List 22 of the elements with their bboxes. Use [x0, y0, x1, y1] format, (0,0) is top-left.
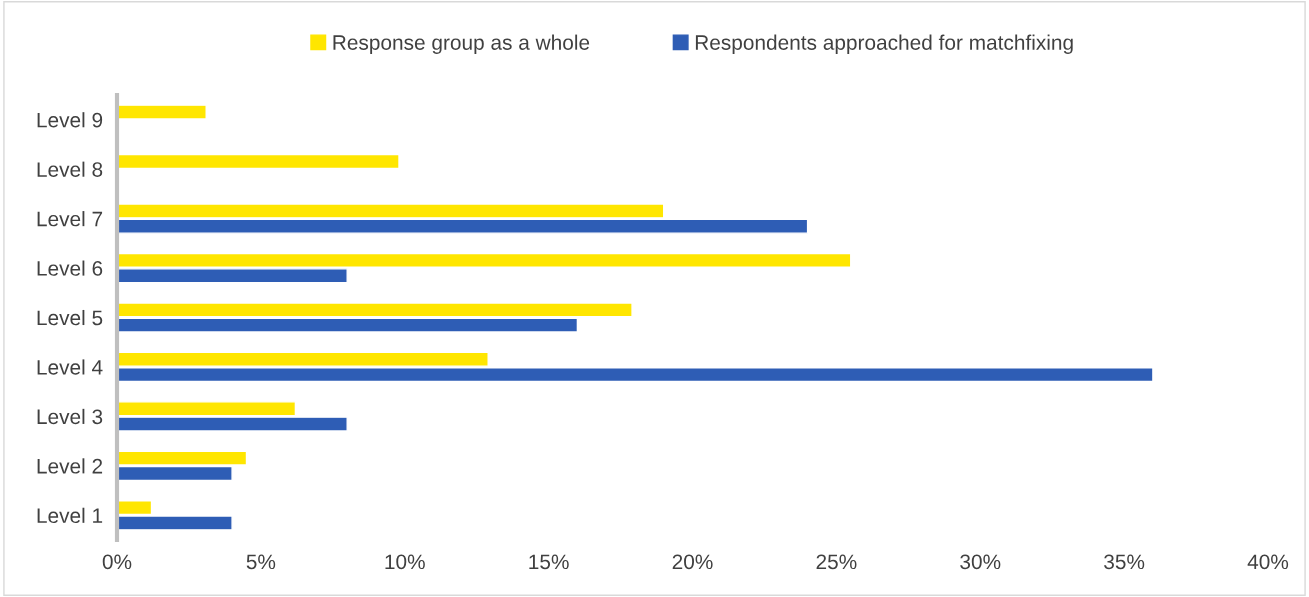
legend-label: Response group as a whole: [333, 34, 590, 54]
x-tick-label: 35%: [1104, 554, 1145, 570]
x-tick-label: 0%: [102, 554, 132, 570]
y-tick-label: Level 6: [37, 260, 103, 276]
y-tick-label: Level 1: [37, 507, 103, 524]
x-tick-label: 40%: [1247, 554, 1289, 570]
y-tick-label: Level 5: [37, 309, 103, 326]
y-tick-label: Level 2: [37, 458, 103, 474]
x-tick-label: 5%: [246, 554, 276, 570]
y-tick-label: Level 4: [37, 359, 103, 375]
x-tick-label: 15%: [529, 554, 569, 570]
bar: [117, 153, 400, 170]
x-tick-label: 25%: [816, 554, 857, 570]
y-tick-label: Level 3: [37, 408, 103, 425]
y-tick-label: Level 8: [37, 161, 103, 177]
x-tick-label: 20%: [672, 554, 713, 570]
x-tick-label: 10%: [385, 554, 425, 570]
y-tick-label: Level 7: [37, 211, 103, 227]
y-tick-label: Level 9: [37, 112, 103, 128]
bar: [117, 104, 207, 120]
legend-label: Respondents approached for matchfixing: [695, 34, 1073, 54]
x-tick-label: 30%: [960, 554, 1001, 570]
